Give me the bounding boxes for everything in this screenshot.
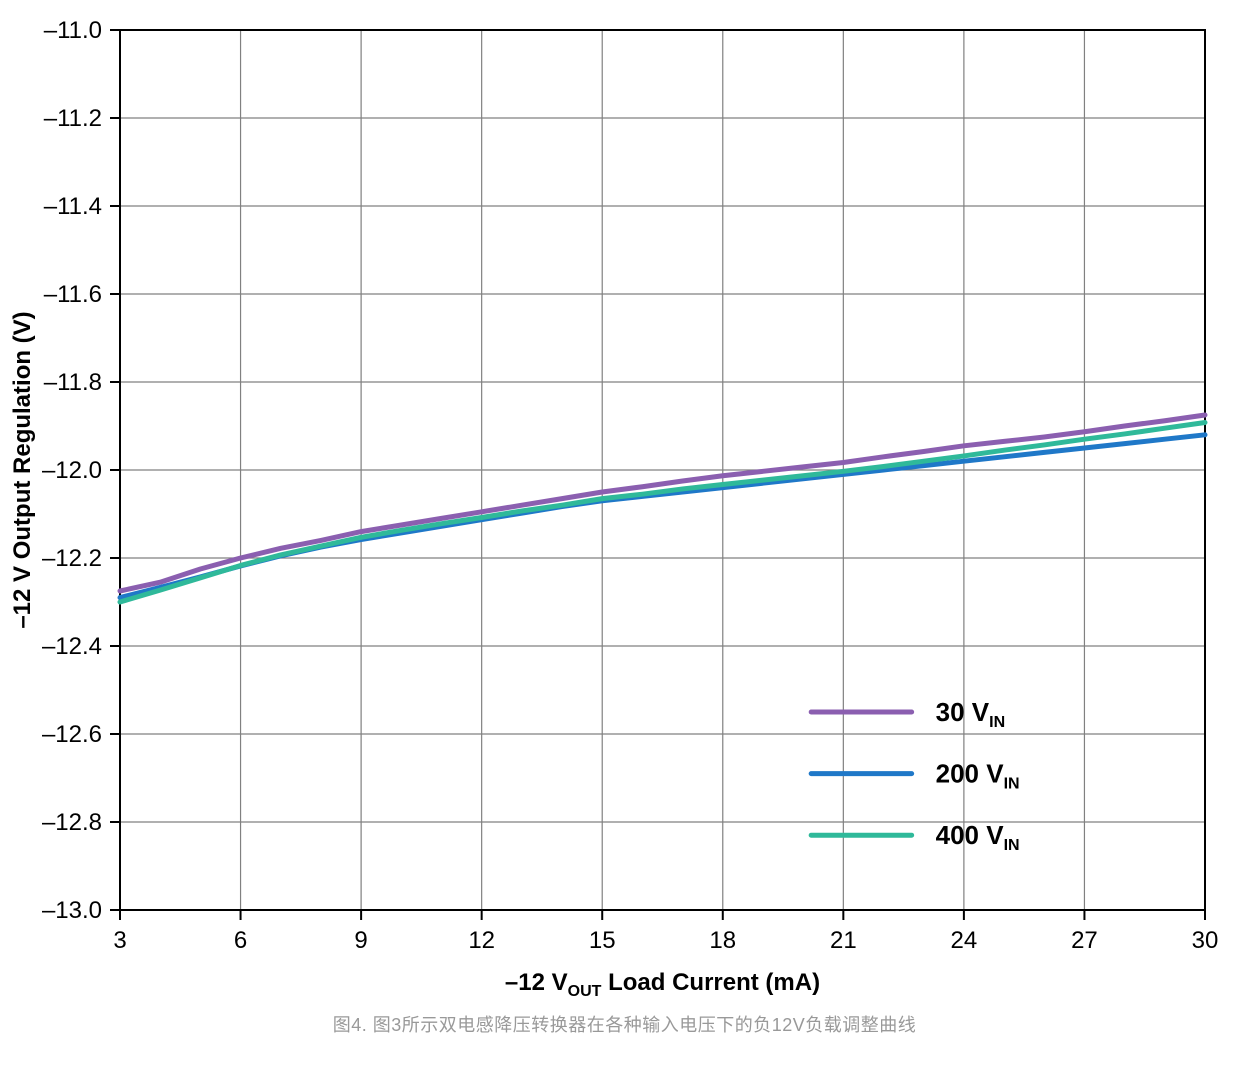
y-tick-label: –11.6	[44, 281, 102, 308]
y-tick-label: –12.2	[42, 545, 102, 572]
x-tick-label: 12	[468, 927, 495, 954]
x-tick-label: 9	[354, 927, 367, 954]
y-tick-label: –12.4	[42, 633, 102, 660]
figure-wrap: 3 6 9 12 15 18 21 24 27 30 –11.0 –11.2 –11.4 –11.6 –11…	[0, 0, 1249, 1065]
legend-label: 400 VIN	[936, 820, 1020, 854]
x-tick-label: 18	[709, 927, 736, 954]
figure-caption: 图4. 图3所示双电感降压转换器在各种输入电压下的负12V负载调整曲线	[0, 1011, 1249, 1037]
y-tick-label: –12.8	[42, 809, 102, 836]
y-axis-label: –12 V Output Regulation (V)	[9, 311, 36, 628]
series-line	[120, 435, 1205, 598]
x-tick-label: 21	[830, 927, 857, 954]
x-tick-label: 30	[1192, 927, 1219, 954]
y-tick-label: –11.8	[44, 369, 102, 396]
y-tick-label: –13.0	[42, 897, 102, 924]
series-line	[120, 415, 1205, 591]
line-chart: 3 6 9 12 15 18 21 24 27 30 –11.0 –11.2 –11.4 –11.6 –11…	[0, 0, 1249, 1000]
legend-label: 30 VIN	[936, 697, 1006, 731]
series-line	[120, 422, 1205, 602]
y-tick-label: –12.0	[42, 457, 102, 484]
legend-label: 200 VIN	[936, 759, 1020, 793]
x-tick-label: 27	[1071, 927, 1098, 954]
y-tick-label: –11.4	[44, 193, 102, 220]
x-tick-label: 3	[113, 927, 126, 954]
x-tick-label: 6	[234, 927, 247, 954]
x-tick-label: 15	[589, 927, 616, 954]
y-tick-label: –11.2	[44, 105, 102, 132]
x-tick-label: 24	[951, 927, 978, 954]
y-tick-label: –11.0	[44, 17, 102, 44]
y-tick-label: –12.6	[42, 721, 102, 748]
x-axis-label: –12 VOUT Load Current (mA)	[505, 969, 820, 1000]
